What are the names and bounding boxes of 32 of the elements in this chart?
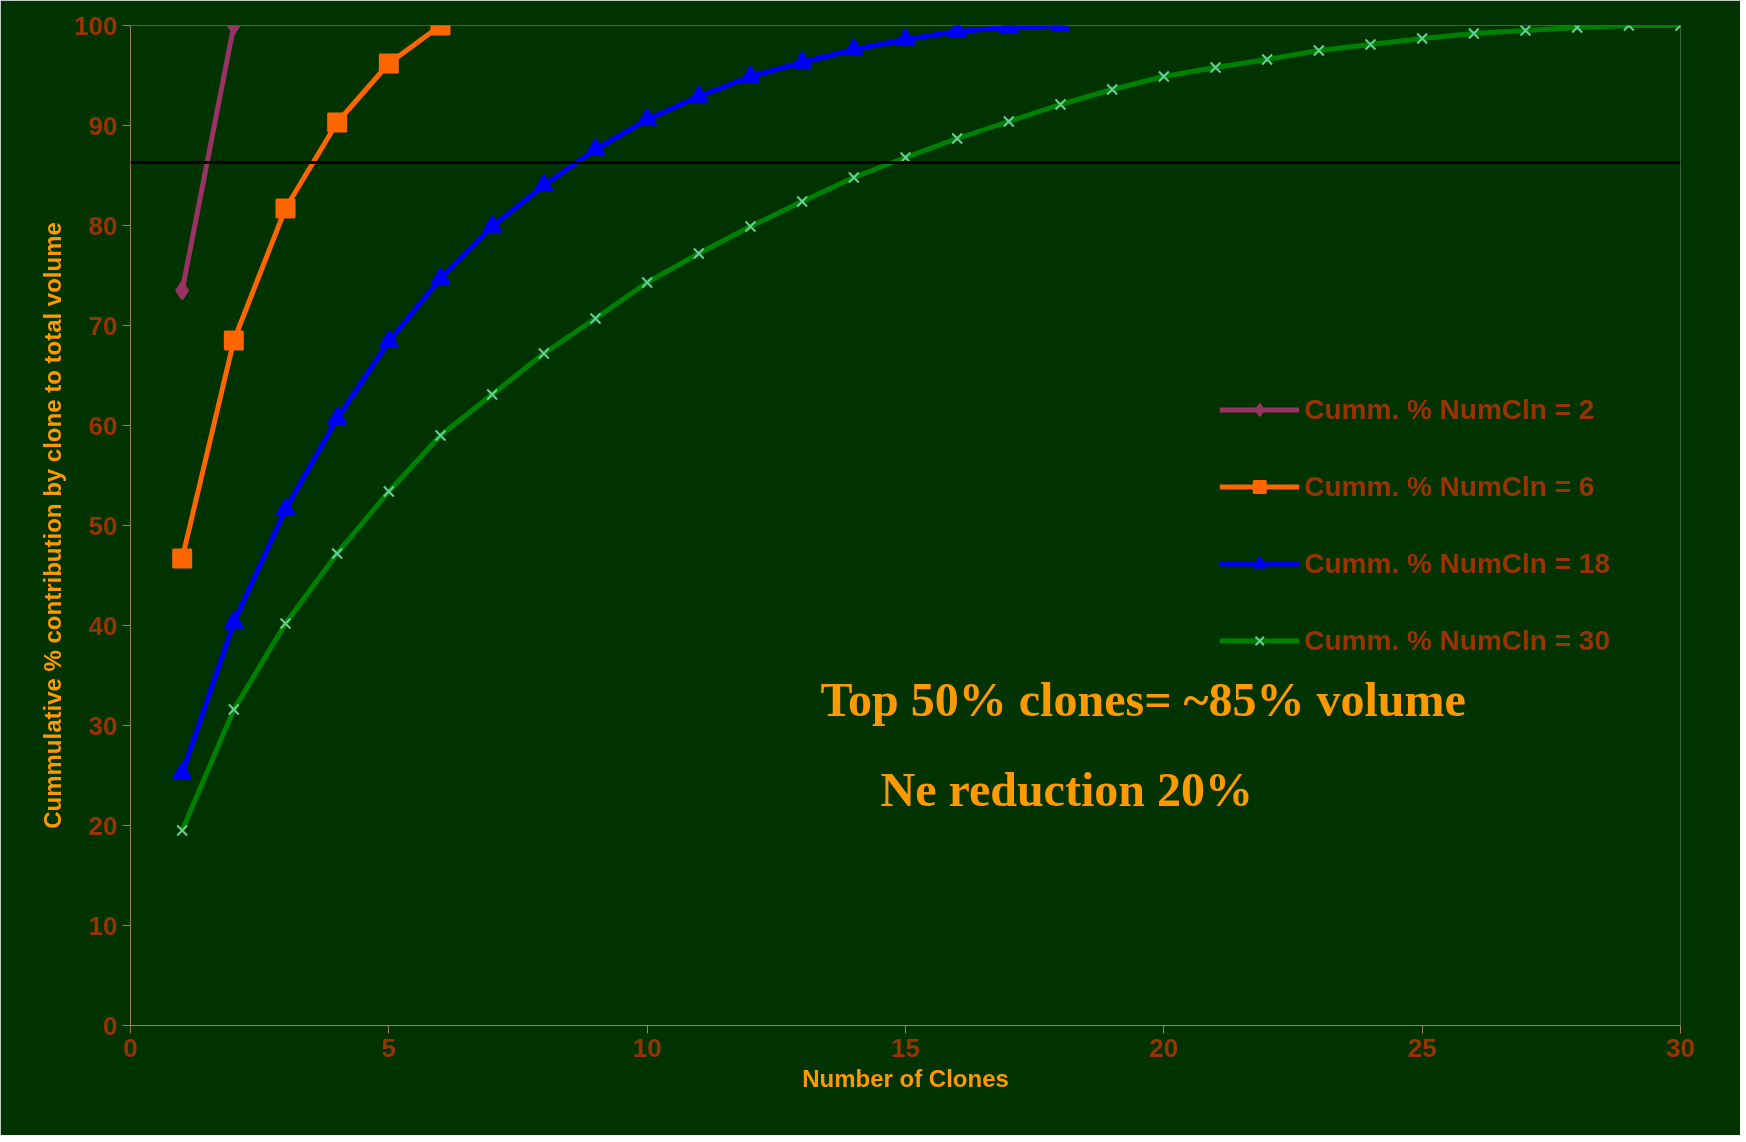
point xyxy=(172,548,193,569)
y-tick-label: 80 xyxy=(88,210,118,241)
y-tick-label: 50 xyxy=(88,510,118,541)
x-tick-label: 30 xyxy=(1666,1032,1695,1063)
point xyxy=(175,280,190,301)
x-tick-label: 25 xyxy=(1407,1032,1437,1063)
x-tick-label: 0 xyxy=(123,1032,138,1063)
y-axis-title: Cummulative % contribution by clone to total volume xyxy=(39,222,67,829)
legend-label: Cumm. % NumCln = 30 xyxy=(1304,624,1610,657)
legend-label: Cumm. % NumCln = 6 xyxy=(1304,470,1595,503)
y-tick-label: 90 xyxy=(88,110,118,141)
x-tick-label: 20 xyxy=(1149,1032,1179,1063)
x-tick-label: 15 xyxy=(891,1032,920,1063)
point xyxy=(275,198,296,219)
y-tick-label: 100 xyxy=(74,10,118,41)
point xyxy=(223,330,244,351)
y-tick-label: 10 xyxy=(88,910,118,941)
annotation: Ne reduction 20% xyxy=(880,762,1253,816)
point xyxy=(327,112,348,133)
y-tick-label: 20 xyxy=(88,810,118,841)
y-tick-label: 60 xyxy=(88,410,118,441)
y-tick-label: 40 xyxy=(88,610,118,641)
legend-label: Cumm. % NumCln = 18 xyxy=(1304,547,1610,580)
y-tick-label: 0 xyxy=(103,1010,118,1041)
x-tick-label: 10 xyxy=(632,1032,662,1063)
annotation: Top 50% clones= ~85% volume xyxy=(820,672,1466,726)
y-tick-label: 30 xyxy=(88,710,118,741)
y-tick-label: 70 xyxy=(88,310,118,341)
legend-label: Cumm. % NumCln = 2 xyxy=(1304,393,1595,426)
x-axis-title: Number of Clones xyxy=(802,1064,1009,1092)
x-tick-label: 5 xyxy=(381,1032,397,1063)
point xyxy=(378,53,399,74)
